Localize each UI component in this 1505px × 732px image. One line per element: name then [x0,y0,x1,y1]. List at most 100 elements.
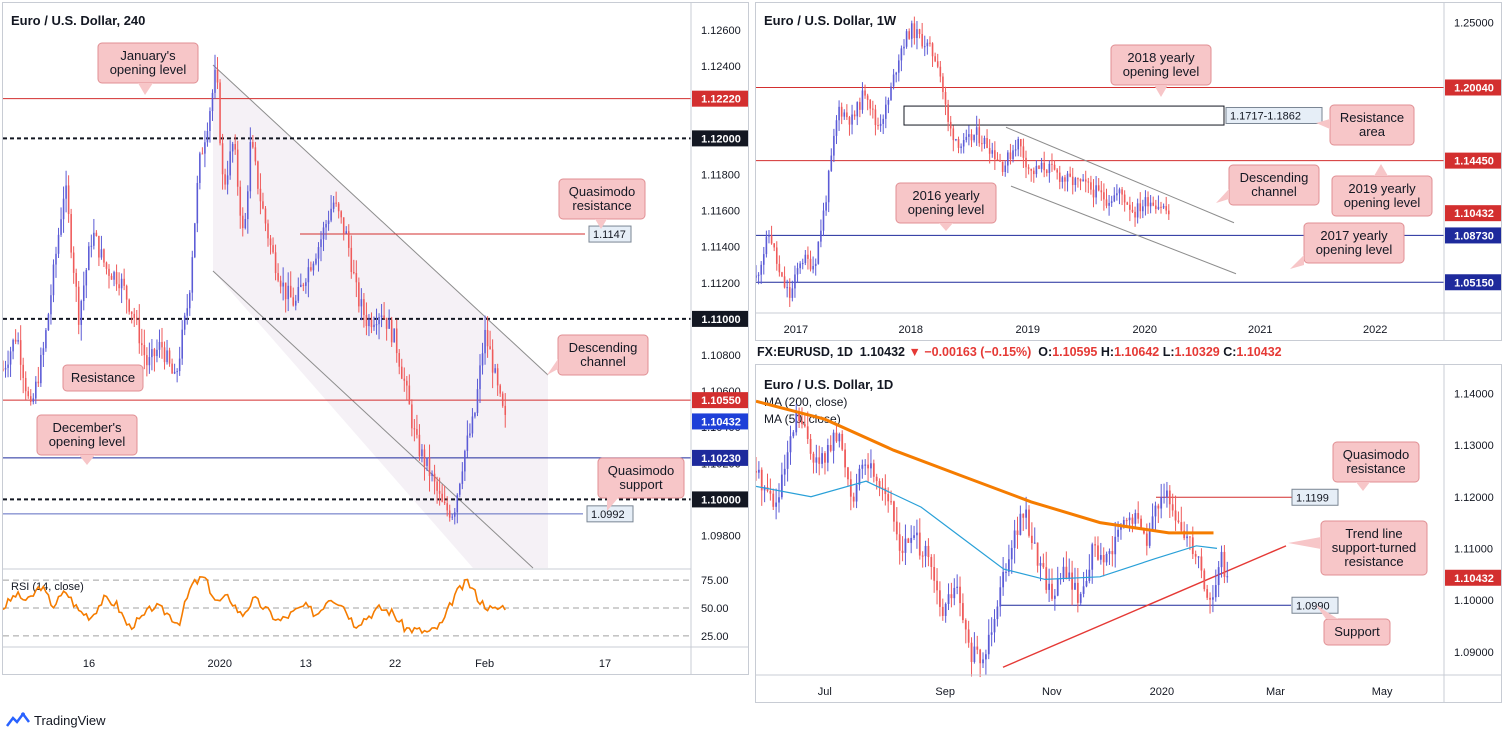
candle-body [438,490,441,494]
candle-body [879,123,882,126]
candle-body [955,139,957,141]
candle-body [398,353,401,367]
candle-body [993,619,996,633]
candle-body [267,223,269,239]
annotation-pointer [79,455,95,465]
candle-body [403,378,406,381]
candle-body [269,238,272,246]
candle-body [778,263,781,273]
candle-body [1212,597,1214,600]
candle-body [962,603,964,621]
candle-body [824,453,826,463]
channel-upper-line [1005,126,1235,224]
candle-body [1189,536,1191,538]
candle-body [1122,520,1125,526]
candle-body [143,345,146,356]
candle-body [1014,149,1017,151]
candle-body [1065,566,1068,579]
candle-body [1045,567,1048,590]
annotation-resistance-bubble [62,364,144,392]
candle-body [1148,529,1151,546]
annotation-pointer [1288,537,1321,549]
candle-body [930,557,933,567]
candle-body [24,377,27,392]
candle-body [57,234,60,254]
chart-panel-4h[interactable]: Euro / U.S. Dollar, 240 1.12600 1.12400 1.1… [2,2,749,675]
candle-body [933,566,936,581]
candle-body [1036,542,1039,566]
chart-4h-svg[interactable]: Euro / U.S. Dollar, 240 1.12600 1.12400 1.1… [3,3,749,675]
candle-body [981,143,983,145]
x-tick-label: 2021 [1248,324,1272,336]
candle-body [1025,157,1027,168]
candle-body [406,380,408,386]
candle-body [931,43,934,57]
candle-body [1094,544,1096,546]
candle-body [941,606,944,616]
candle-body [353,272,355,274]
candle-body [1171,504,1174,511]
candle-body [953,587,956,599]
tradingview-branding[interactable]: TradingView [6,712,106,728]
candle-body [370,319,373,328]
y-tick-label: 1.14000 [1454,388,1494,400]
candle-body [443,501,446,504]
candle-body [1100,190,1103,193]
candle-body [964,620,967,630]
candle-body [812,266,814,270]
candle-body [1217,567,1220,586]
candle-body [976,646,979,650]
candle-body [757,274,760,276]
candle-body [846,112,848,118]
level-price-tag: 1.12220 [701,94,741,106]
candle-body [390,319,393,343]
candle-body [1005,571,1007,573]
chart-panel-1d[interactable]: Euro / U.S. Dollar, 1D MA (200, close) MA … [755,364,1502,703]
candle-body [88,246,90,270]
candle-body [921,34,923,47]
x-tick-label: 2019 [1016,324,1040,336]
candle-body [320,239,322,248]
low-label: L: [1162,345,1175,359]
x-tick-label: May [1372,686,1393,698]
candle-body [895,72,897,75]
candle-body [965,136,968,141]
candle-body [991,150,994,154]
candle-body [796,268,799,275]
chart-1w-svg[interactable]: Euro / U.S. Dollar, 1W 1.1717-1.1862 1.250… [756,3,1502,341]
candle-body [1117,529,1119,537]
candle-body [257,161,259,189]
candle-body [413,428,416,430]
candle-body [1186,536,1188,539]
annotation-2016-text: opening level [908,202,985,217]
candle-body [773,243,775,248]
candle-body [1092,189,1095,198]
candle-body [1118,189,1121,194]
candle-body [489,346,491,350]
candle-body [72,252,75,273]
chart-panel-1w[interactable]: Euro / U.S. Dollar, 1W 1.1717-1.1862 1.250… [755,2,1502,341]
candle-body [446,503,448,511]
candle-body [496,368,499,386]
candle-body [315,258,317,264]
candle-body [135,318,138,320]
candle-body [936,61,939,67]
candle-body [1074,178,1077,186]
candle-body [264,208,267,224]
candle-body [903,46,905,49]
candle-body [962,140,965,147]
candle-body [768,235,770,237]
candle-body [1149,202,1152,207]
open-value: 1.10595 [1052,345,1098,359]
candle-body [872,463,875,477]
annotation-2017-text: opening level [1316,242,1393,257]
candle-body [1147,197,1149,207]
candle-body [1069,173,1071,177]
candle-body [921,555,924,557]
candle-body [456,494,459,513]
candle-body [161,341,163,348]
candle-body [1165,206,1168,211]
candle-body [1162,206,1165,208]
candle-body [1051,583,1053,599]
